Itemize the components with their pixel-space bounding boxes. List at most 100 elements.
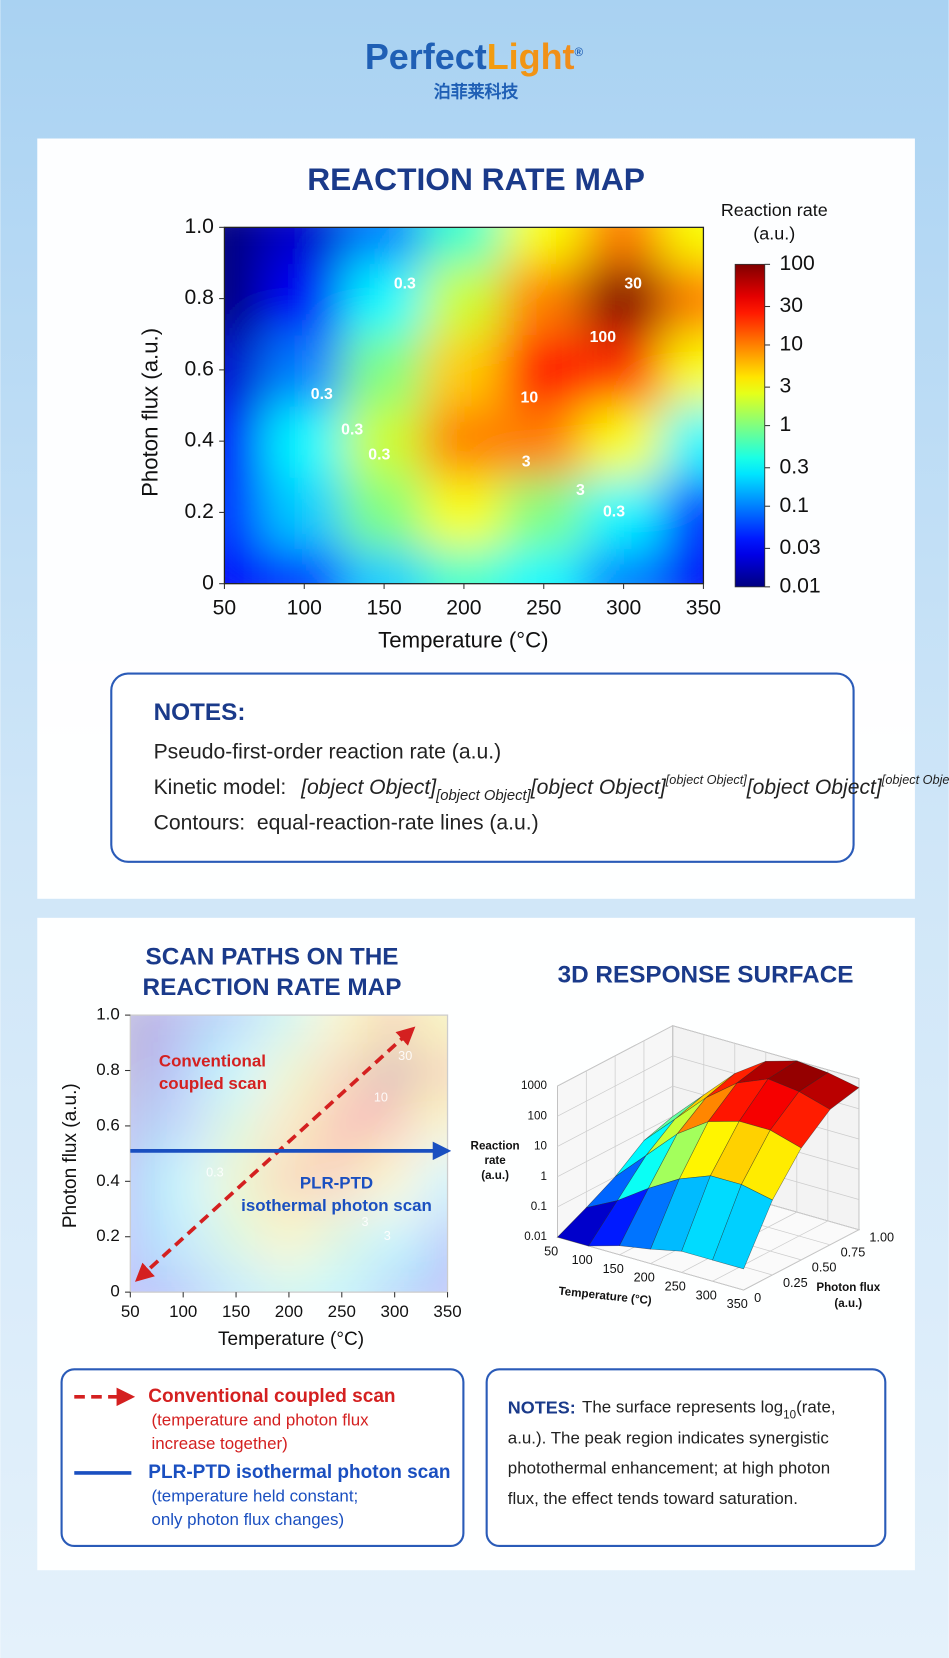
- y-tick-label: 0.8: [184, 286, 213, 309]
- chart-annotation: isothermal photon scan: [241, 1196, 432, 1215]
- heat-cell: [662, 546, 704, 584]
- colorbar-tick-label: 0.03: [780, 536, 821, 559]
- heat-cell: [343, 261, 426, 336]
- x-tick-label: 200: [446, 597, 481, 620]
- formula-part: [object Object]: [665, 773, 747, 787]
- notes2-line: photothermal enhancement; at high photon: [508, 1459, 830, 1478]
- heat-cell: [263, 227, 346, 265]
- colorbar-tick-label: 30: [780, 294, 804, 317]
- y-tick-label: 1.00: [869, 1231, 894, 1245]
- contour-label: 3: [522, 454, 531, 471]
- z-tick-label: 1: [540, 1170, 546, 1183]
- heat-cell: [420, 1015, 448, 1044]
- contour-label: 0.3: [341, 422, 363, 439]
- legend-label: PLR-PTD isothermal photon scan: [148, 1462, 450, 1483]
- colorbar-tick-label: 3: [780, 375, 792, 398]
- y-tick-label: 0.25: [783, 1276, 808, 1290]
- heat-cell: [343, 475, 426, 550]
- heat-cell: [422, 333, 505, 407]
- brand-b: Light: [487, 36, 575, 77]
- z-tick-label: 1000: [521, 1079, 547, 1092]
- heat-cell: [422, 404, 505, 478]
- x-tick-label: 300: [606, 597, 641, 620]
- reaction-rate-map: REACTION RATE MAP 50 100 150 200 250 300 350 0 0.…: [137, 161, 827, 652]
- colorbar-tick-label: 0.01: [780, 574, 821, 597]
- notes-label: Kinetic model:: [154, 775, 287, 798]
- y-tick-label: 0.75: [841, 1246, 866, 1260]
- surface-patch: [712, 1184, 773, 1270]
- heat-cell: [420, 1152, 448, 1211]
- y-tick-label: 0.2: [184, 500, 213, 523]
- notes-line: Pseudo-first-order reaction rate (a.u.): [154, 740, 502, 763]
- heat-cell: [224, 261, 266, 336]
- colorbar-tick-label: 1: [780, 413, 792, 436]
- contour-label: 0.3: [206, 1165, 224, 1179]
- legend-label: Conventional coupled scan: [148, 1386, 395, 1407]
- heat-cell: [343, 546, 426, 584]
- y-tick-label: 0.6: [184, 357, 213, 380]
- scan-path: [134, 1026, 416, 1282]
- contour-label: 3: [576, 482, 585, 499]
- x-tick-label: 200: [275, 1302, 303, 1321]
- heat-cell: [343, 227, 426, 265]
- notes2-heading: NOTES:: [508, 1397, 576, 1417]
- z-tick-label: 0.01: [524, 1230, 547, 1243]
- heat-cell: [224, 546, 266, 584]
- heat-cell: [263, 333, 346, 407]
- x-tick-label: 300: [381, 1302, 409, 1321]
- notes-box: [485, 1368, 887, 1547]
- contour-label: 10: [374, 1091, 388, 1105]
- heat-cell: [422, 475, 505, 550]
- heat-cell: [422, 261, 505, 336]
- heat-cell: [263, 404, 346, 478]
- x-tick-label: 50: [121, 1302, 140, 1321]
- z-tick-label: 10: [534, 1140, 547, 1153]
- colorbar-tick-label: 0.3: [780, 455, 809, 478]
- notes2-line: flux, the effect tends toward saturation…: [508, 1489, 798, 1508]
- heat-cell: [662, 261, 704, 336]
- heat-cell: [420, 1207, 448, 1266]
- legend: Conventional coupled scan (temperature an…: [74, 1386, 450, 1529]
- z-tick-label: 0.1: [531, 1200, 547, 1213]
- notes-box: [110, 672, 855, 863]
- chart-title: REACTION RATE MAP: [143, 974, 402, 1001]
- legend-box: [60, 1368, 465, 1547]
- y-tick-label: 0.2: [96, 1226, 120, 1245]
- brand-a: Perfect: [365, 36, 487, 77]
- heat-cell: [582, 404, 665, 478]
- contour-label: 0.3: [311, 386, 333, 403]
- x-tick-label: 250: [328, 1302, 356, 1321]
- heat-cell: [582, 227, 665, 265]
- contour-label: 3: [362, 1215, 369, 1229]
- legend-description: (temperature held constant;: [151, 1487, 358, 1506]
- x-tick-label: 350: [686, 597, 721, 620]
- y-tick-label: 0.8: [96, 1060, 120, 1079]
- heatmap: [224, 227, 704, 584]
- x-tick-label: 50: [544, 1244, 558, 1258]
- heat-cell: [502, 261, 585, 336]
- z-axis-label: (a.u.): [481, 1169, 509, 1182]
- notes-formula: Kinetic model: [object Object][object Obj…: [154, 773, 949, 804]
- chart-title: 3D RESPONSE SURFACE: [558, 961, 854, 988]
- heat-cell: [263, 475, 346, 550]
- y-axis-label: (a.u.): [834, 1297, 862, 1310]
- notes-heading: NOTES:: [154, 699, 246, 726]
- heat-cell: [662, 475, 704, 550]
- x-tick-label: 100: [287, 597, 322, 620]
- colorbar-tick-label: 0.1: [780, 494, 809, 517]
- colorbar-tick-label: 100: [780, 252, 815, 275]
- x-tick-label: 350: [433, 1302, 461, 1321]
- heat-cell: [582, 261, 665, 336]
- heat-cell: [343, 333, 426, 407]
- x-tick-label: 250: [665, 1280, 686, 1294]
- formula-part: [object Object]: [746, 775, 883, 798]
- z-axis-label: rate: [484, 1154, 506, 1167]
- formula-part: [object Object]: [881, 773, 949, 787]
- notes2-sub: 10: [783, 1408, 796, 1421]
- x-tick-label: 100: [169, 1302, 197, 1321]
- heat-cell: [422, 546, 505, 584]
- brand-cn: 泊菲莱科技: [434, 82, 519, 102]
- formula-part: [object Object]: [530, 775, 667, 798]
